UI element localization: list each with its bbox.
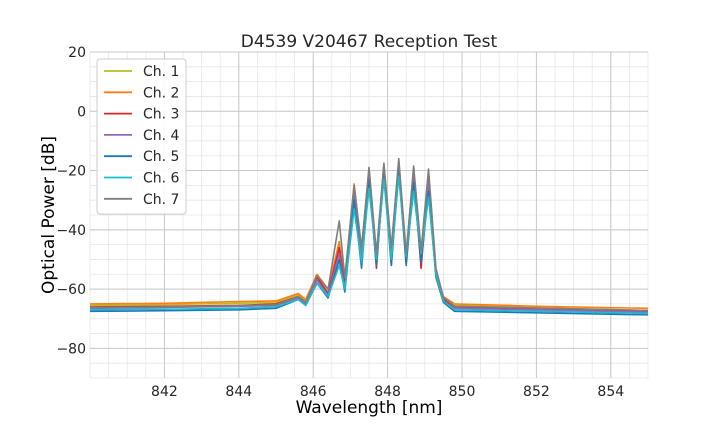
- x-axis-title: Wavelength [nm]: [296, 398, 443, 418]
- legend-label-ch2: Ch. 2: [143, 85, 179, 101]
- legend: Ch. 1 Ch. 2 Ch. 3 Ch. 4 Ch. 5 Ch. 6 Ch. 7: [96, 58, 187, 215]
- legend-label-ch7: Ch. 7: [143, 192, 179, 208]
- series-layer: [89, 157, 649, 316]
- x-tick-label: 850: [449, 384, 476, 400]
- y-tick-label: −40: [56, 223, 86, 239]
- legend-label-ch3: Ch. 3: [143, 107, 179, 123]
- y-axis-title: Optical Power [dB]: [39, 136, 59, 294]
- x-tick-label: 844: [225, 384, 252, 400]
- y-tick-label: 0: [77, 104, 86, 120]
- legend-frame: [96, 58, 187, 215]
- chart-title: D4539 V20467 Reception Test: [241, 32, 498, 52]
- y-tick-label: −20: [56, 164, 86, 180]
- x-axis-ticks: 842 844 846 848 850 852 854: [151, 384, 624, 400]
- x-tick-label: 842: [151, 384, 178, 400]
- series-line-ch7: [89, 157, 649, 312]
- legend-label-ch4: Ch. 4: [143, 128, 180, 144]
- y-tick-label: −80: [56, 341, 86, 357]
- legend-label-ch6: Ch. 6: [143, 171, 180, 187]
- x-tick-label: 852: [523, 384, 550, 400]
- y-tick-label: 20: [68, 45, 86, 61]
- legend-label-ch5: Ch. 5: [143, 149, 179, 165]
- y-axis-ticks: 20 0 −20 −40 −60 −80: [56, 45, 86, 357]
- x-tick-label: 848: [374, 384, 401, 400]
- x-tick-label: 854: [597, 384, 624, 400]
- y-tick-label: −60: [56, 282, 86, 298]
- x-tick-label: 846: [300, 384, 327, 400]
- legend-label-ch1: Ch. 1: [143, 64, 179, 80]
